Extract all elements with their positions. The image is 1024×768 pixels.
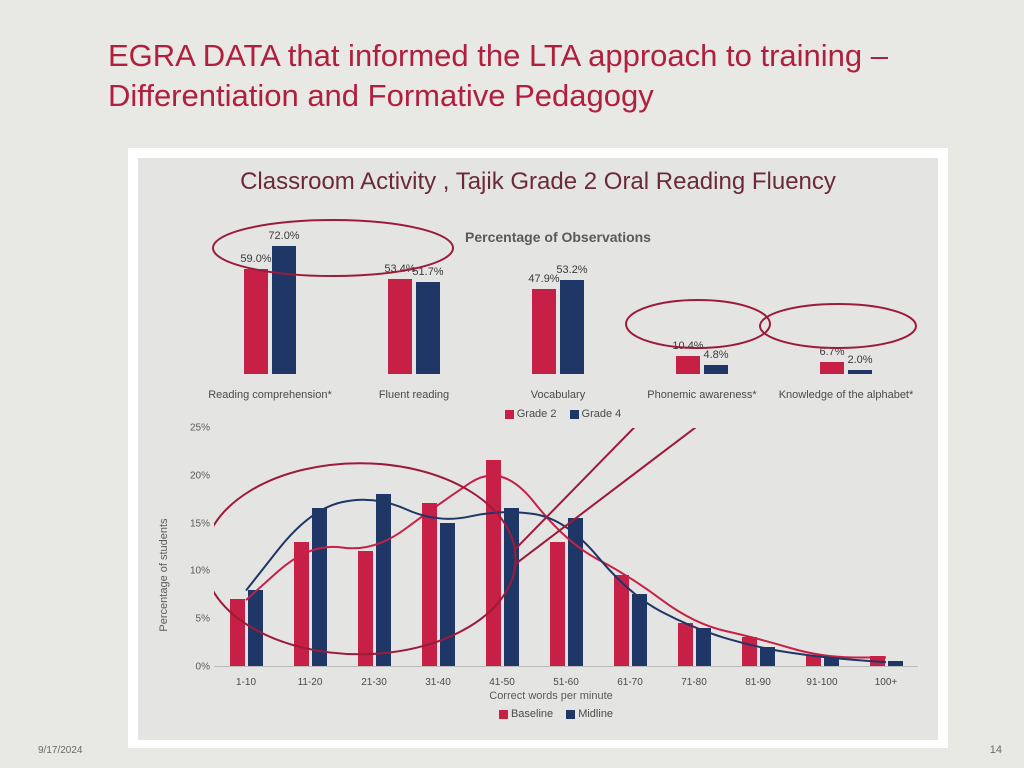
x-axis-label: Correct words per minute bbox=[184, 690, 918, 702]
bar-group bbox=[598, 575, 662, 666]
y-tick-label: 25% bbox=[190, 423, 210, 434]
bar bbox=[888, 661, 903, 666]
bar-group bbox=[662, 623, 726, 666]
category-label: Phonemic awareness* bbox=[630, 389, 774, 402]
bar bbox=[614, 575, 629, 666]
bar-group: 59.0%72.0% bbox=[198, 232, 342, 374]
bar-value-label: 59.0% bbox=[240, 253, 271, 265]
bar: 2.0% bbox=[848, 370, 872, 374]
bottom-histogram: Percentage of students 0%5%10%15%20%25% … bbox=[184, 428, 918, 722]
bar bbox=[504, 508, 519, 666]
bar bbox=[568, 518, 583, 666]
plot-area: 0%5%10%15%20%25% bbox=[214, 428, 918, 667]
bar: 53.2% bbox=[560, 280, 584, 374]
bar-value-label: 53.4% bbox=[384, 263, 415, 275]
bar bbox=[678, 623, 693, 666]
category-label: Reading comprehension* bbox=[198, 389, 342, 402]
bar: 6.7% bbox=[820, 362, 844, 374]
y-tick-label: 10% bbox=[190, 566, 210, 577]
category-label: 81-90 bbox=[726, 677, 790, 688]
y-tick-label: 5% bbox=[196, 614, 210, 625]
bar-value-label: 53.2% bbox=[556, 264, 587, 276]
bar-group: 10.4%4.8% bbox=[630, 232, 774, 374]
bar: 47.9% bbox=[532, 289, 556, 374]
y-tick-label: 0% bbox=[196, 662, 210, 673]
category-label: 61-70 bbox=[598, 677, 662, 688]
bar-group: 53.4%51.7% bbox=[342, 232, 486, 374]
bar bbox=[294, 542, 309, 666]
bar bbox=[870, 656, 885, 666]
bar-value-label: 10.4% bbox=[672, 340, 703, 352]
bar-value-label: 6.7% bbox=[819, 346, 844, 358]
bar: 51.7% bbox=[416, 282, 440, 374]
bar-group bbox=[342, 494, 406, 666]
bar bbox=[632, 594, 647, 666]
category-label: 91-100 bbox=[790, 677, 854, 688]
category-label: Fluent reading bbox=[342, 389, 486, 402]
legend-label: Grade 2 bbox=[517, 408, 557, 420]
bar-group bbox=[726, 637, 790, 666]
bar bbox=[230, 599, 245, 666]
bar-value-label: 2.0% bbox=[847, 354, 872, 366]
top-bar-chart: Percentage of Observations 59.0%72.0%53.… bbox=[198, 214, 918, 414]
bar bbox=[440, 523, 455, 666]
bar: 72.0% bbox=[272, 246, 296, 374]
category-label: 11-20 bbox=[278, 677, 342, 688]
bar bbox=[358, 551, 373, 666]
chart-card: Classroom Activity , Tajik Grade 2 Oral … bbox=[128, 148, 948, 748]
category-label: Vocabulary bbox=[486, 389, 630, 402]
category-label: 100+ bbox=[854, 677, 918, 688]
bar bbox=[312, 508, 327, 666]
category-label: Knowledge of the alphabet* bbox=[774, 389, 918, 402]
bar-value-label: 47.9% bbox=[528, 273, 559, 285]
bar-value-label: 72.0% bbox=[268, 230, 299, 242]
bar-value-label: 51.7% bbox=[412, 266, 443, 278]
category-label: 71-80 bbox=[662, 677, 726, 688]
bar: 10.4% bbox=[676, 356, 700, 374]
footer-date: 9/17/2024 bbox=[38, 745, 83, 756]
bar-group bbox=[854, 656, 918, 666]
bar bbox=[760, 647, 775, 666]
y-axis-label: Percentage of students bbox=[158, 518, 170, 631]
bar bbox=[742, 637, 757, 666]
y-tick-label: 15% bbox=[190, 518, 210, 529]
bar bbox=[376, 494, 391, 666]
top-legend: Grade 2 Grade 4 bbox=[198, 408, 918, 420]
chart-title: Classroom Activity , Tajik Grade 2 Oral … bbox=[138, 168, 938, 196]
category-label: 41-50 bbox=[470, 677, 534, 688]
bar bbox=[422, 503, 437, 666]
bottom-legend: Baseline Midline bbox=[184, 708, 918, 720]
bar bbox=[696, 628, 711, 666]
bar bbox=[550, 542, 565, 666]
bar-group bbox=[470, 460, 534, 666]
bar-group bbox=[790, 656, 854, 666]
bar-value-label: 4.8% bbox=[703, 349, 728, 361]
bar: 4.8% bbox=[704, 365, 728, 374]
bar-group bbox=[406, 503, 470, 666]
footer-page-number: 14 bbox=[990, 744, 1002, 756]
legend-label: Midline bbox=[578, 708, 613, 720]
bar bbox=[248, 590, 263, 666]
bar-group: 47.9%53.2% bbox=[486, 232, 630, 374]
legend-label: Grade 4 bbox=[582, 408, 622, 420]
bar-group: 6.7%2.0% bbox=[774, 232, 918, 374]
category-label: 51-60 bbox=[534, 677, 598, 688]
bar: 53.4% bbox=[388, 279, 412, 374]
category-label: 31-40 bbox=[406, 677, 470, 688]
slide-title: EGRA DATA that informed the LTA approach… bbox=[108, 36, 928, 117]
category-label: 21-30 bbox=[342, 677, 406, 688]
bar-group bbox=[214, 590, 278, 666]
bar bbox=[806, 656, 821, 666]
legend-label: Baseline bbox=[511, 708, 553, 720]
bar bbox=[486, 460, 501, 666]
y-tick-label: 20% bbox=[190, 470, 210, 481]
bar-group bbox=[278, 508, 342, 666]
category-label: 1-10 bbox=[214, 677, 278, 688]
bar-group bbox=[534, 518, 598, 666]
bar: 59.0% bbox=[244, 269, 268, 374]
bar bbox=[824, 656, 839, 666]
chart-inner: Classroom Activity , Tajik Grade 2 Oral … bbox=[138, 158, 938, 740]
